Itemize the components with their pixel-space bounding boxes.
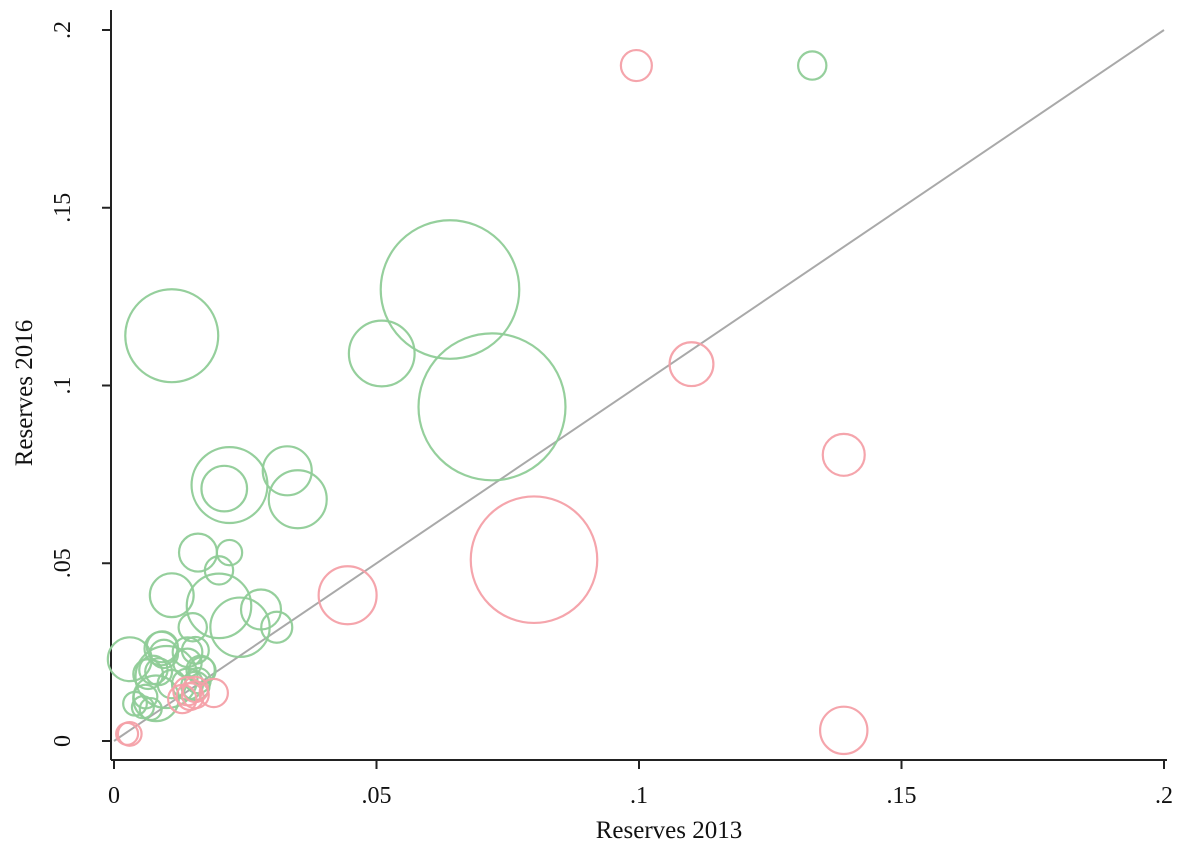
bubble-layer: [106, 48, 869, 756]
increase-bubble: [145, 630, 179, 664]
increase-bubble: [124, 288, 220, 384]
increase-bubble: [797, 50, 828, 81]
decrease-bubble: [469, 495, 599, 625]
increase-bubble: [379, 219, 521, 360]
increase-bubble: [185, 572, 253, 640]
decrease-bubble: [116, 720, 143, 747]
y-tick-label: .15: [50, 193, 76, 223]
increase-bubble: [267, 469, 328, 530]
increase-bubble: [417, 332, 567, 482]
increase-bubble: [215, 538, 244, 567]
decrease-bubble: [115, 721, 140, 746]
y-axis-ticks: 0 .05 .1 .15 .2: [50, 21, 111, 747]
y-tick-label: .1: [50, 377, 76, 395]
y-tick-label: .05: [50, 548, 76, 578]
decrease-bubble: [198, 677, 229, 709]
x-axis-ticks: 0 .05 .1 .15 .2: [108, 760, 1173, 809]
decrease-bubble: [818, 705, 869, 756]
decrease-bubble: [172, 675, 203, 707]
y-tick-label: 0: [50, 735, 76, 747]
reference-diagonal-line: [113, 29, 1165, 742]
x-tick-label: .2: [1155, 783, 1173, 809]
increase-bubble: [203, 555, 235, 586]
decrease-bubble: [668, 341, 715, 388]
increase-bubble: [130, 695, 155, 720]
increase-bubble: [138, 696, 163, 722]
increase-bubble: [148, 572, 195, 619]
increase-bubble: [148, 638, 180, 670]
x-tick-label: .1: [630, 783, 648, 809]
decrease-bubble: [317, 565, 378, 626]
x-tick-label: 0: [108, 783, 120, 809]
decrease-bubble: [619, 48, 653, 83]
increase-bubble: [132, 683, 159, 710]
decrease-bubble: [180, 680, 210, 710]
x-tick-label: .05: [362, 783, 392, 809]
increase-bubble: [347, 319, 416, 388]
increase-bubble: [260, 610, 294, 644]
x-tick-label: .15: [887, 783, 917, 809]
increase-bubble: [200, 464, 249, 513]
decrease-bubble: [821, 432, 866, 477]
y-tick-label: .2: [50, 21, 76, 39]
increase-bubble: [177, 611, 208, 643]
increase-bubble: [261, 445, 313, 497]
x-axis-title: Reserves 2013: [596, 817, 743, 844]
y-axis-title: Reserves 2016: [11, 320, 38, 467]
